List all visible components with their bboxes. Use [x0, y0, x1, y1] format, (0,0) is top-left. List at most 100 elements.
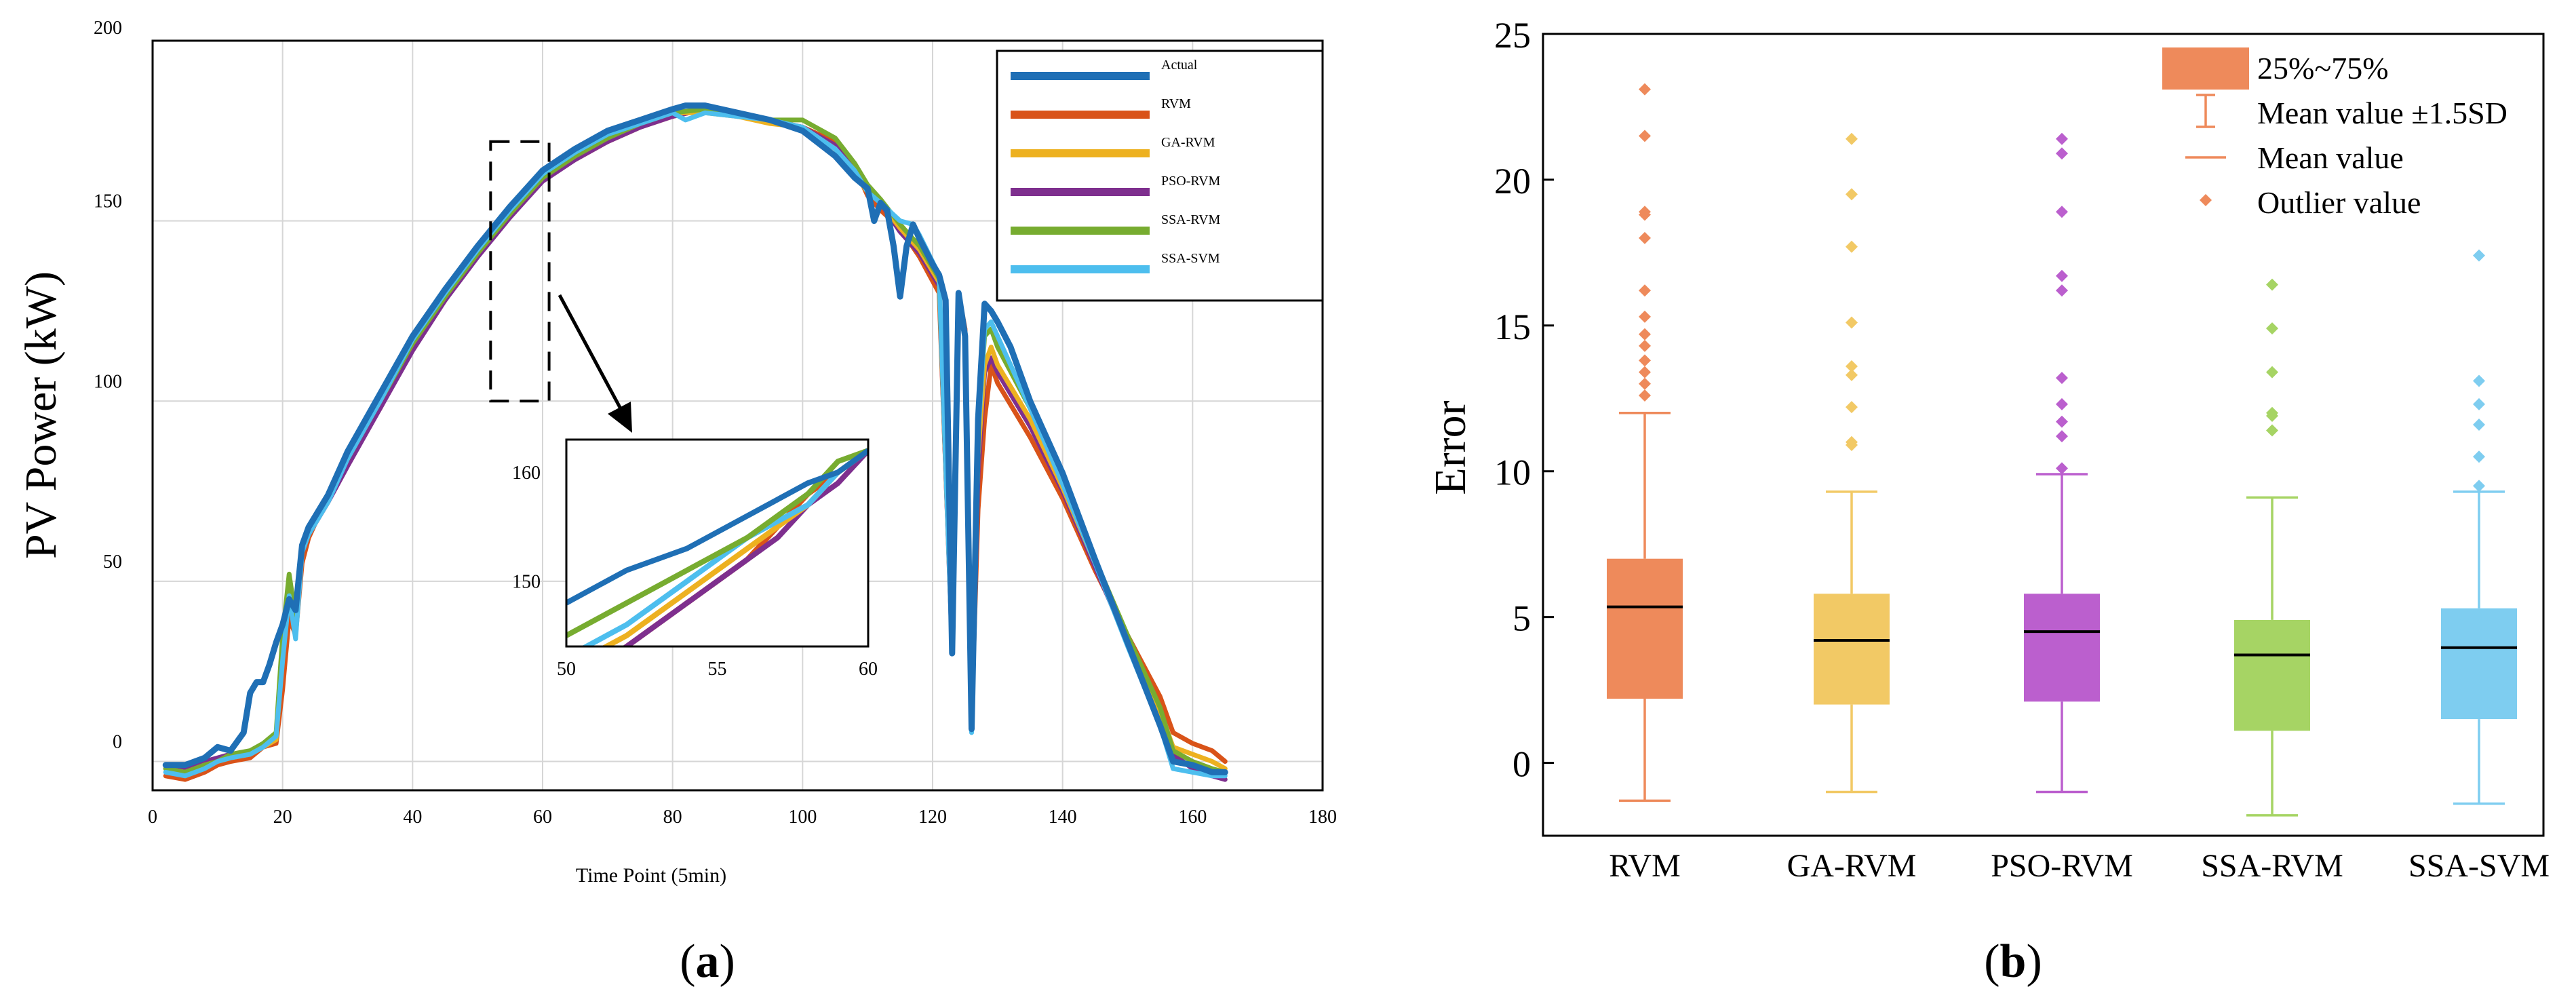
panel-b-outlier — [2266, 366, 2278, 379]
panel-b-outlier — [2056, 147, 2068, 160]
panel-b-outlier — [1639, 377, 1651, 390]
panel-a-x-tick-label: 80 — [663, 807, 682, 828]
panel-a-inset-x-tick-label: 60 — [859, 659, 878, 680]
panel-b-outlier — [2056, 398, 2068, 410]
panel-b-outlier — [2056, 462, 2068, 475]
panel-b-outlier — [2266, 278, 2278, 291]
panel-a-line-chart: 0 50 100 150 200 0 20 40 60 80 100 120 140 160 180 50… — [16, 18, 1337, 988]
panel-a-legend-label: Actual — [1161, 58, 1198, 73]
panel-b-y-ticks: 0 5 10 15 20 25 — [1494, 15, 1554, 785]
panel-b-box-ssa-svm — [2441, 249, 2517, 805]
panel-b-y-tick-label: 5 — [1513, 598, 1531, 639]
panel-b-outlier — [1639, 366, 1651, 379]
panel-b-outlier — [1639, 83, 1651, 96]
panel-a-series-lines — [162, 102, 1228, 782]
panel-a-legend-label: GA-RVM — [1161, 135, 1215, 150]
panel-a-inset-lines — [566, 448, 868, 646]
panel-b-box-ga-rvm — [1814, 132, 1890, 794]
panel-a-legend-label: RVM — [1161, 96, 1191, 111]
panel-b-outlier — [2056, 284, 2068, 297]
panel-a-x-tick-label: 100 — [788, 807, 817, 828]
panel-b-y-axis-label: Error — [1426, 400, 1475, 495]
panel-b-outlier — [1639, 389, 1651, 402]
panel-a-y-tick-label: 50 — [103, 552, 122, 573]
panel-a-x-tick-label: 140 — [1049, 807, 1077, 828]
panel-b-legend-box-swatch — [2162, 47, 2249, 90]
panel-b-outlier — [2473, 398, 2485, 410]
panel-b-legend-label: Outlier value — [2257, 185, 2421, 220]
panel-b-outlier — [2266, 322, 2278, 335]
panel-a-inset: 50 55 60 150 160 — [512, 438, 878, 680]
panel-b-outlier — [1846, 401, 1858, 414]
panel-b-iqr-box — [1607, 558, 1683, 699]
panel-b-outlier — [2056, 430, 2068, 443]
panel-b-iqr-box — [1814, 594, 1890, 705]
panel-a-inset-border — [565, 438, 870, 648]
panel-a-zoom-box — [489, 140, 551, 403]
panel-a-inset-line-actual — [566, 448, 868, 606]
panel-b-outlier — [2056, 415, 2068, 428]
panel-b-iqr-box — [2024, 594, 2100, 702]
panel-b-outlier — [1846, 132, 1858, 145]
panel-b-outlier — [2473, 418, 2485, 431]
panel-b-legend: 25%~75% Mean value ±1.5SD Mean value Outlie… — [2162, 47, 2507, 220]
panel-a-x-tick-label: 0 — [148, 807, 157, 828]
panel-a-inset-line-pso-rvm — [622, 448, 868, 646]
panel-b-outlier — [1639, 328, 1651, 341]
panel-a-zoom-arrowhead — [608, 402, 632, 433]
panel-a-inset-y-tick-label: 150 — [512, 572, 541, 593]
panel-a-caption: (a) — [680, 935, 735, 988]
panel-a-zoom-indicator — [489, 140, 632, 433]
panel-a-series-line-actual — [162, 102, 1228, 775]
panel-b-iqr-box — [2234, 619, 2310, 731]
panel-b-y-tick-label: 0 — [1513, 744, 1531, 785]
panel-b-outlier — [2473, 249, 2485, 262]
panel-a-x-tick-label: 120 — [918, 807, 947, 828]
panel-b-outlier — [2056, 206, 2068, 218]
panel-b-caption: (b) — [1984, 935, 2042, 988]
panel-a-zoom-arrow — [558, 294, 625, 414]
panel-b-outlier — [2056, 132, 2068, 145]
panel-b-outlier — [1639, 354, 1651, 367]
panel-b-outlier — [1846, 368, 1858, 381]
panel-b-frame — [1542, 33, 2545, 837]
panel-b-outlier — [1846, 188, 1858, 201]
panel-a-x-tick-label: 60 — [533, 807, 552, 828]
panel-b-outlier — [1846, 436, 1858, 448]
panel-a-legend-label: SSA-RVM — [1161, 212, 1221, 227]
panel-b-box-rvm — [1607, 83, 1683, 802]
panel-a-legend-box — [996, 50, 1324, 302]
panel-a-inset-x-tick-label: 50 — [557, 659, 576, 680]
panel-a-y-ticks: 0 50 100 150 200 — [94, 18, 122, 753]
panel-a-y-tick-label: 100 — [94, 371, 122, 392]
panel-b-y-tick-label: 10 — [1494, 452, 1531, 493]
panel-b-x-tick-labels: RVM GA-RVM PSO-RVM SSA-RVM SSA-SVM — [1609, 848, 2550, 884]
panel-b-boxes — [1607, 83, 2517, 817]
panel-b-outlier — [1846, 316, 1858, 329]
panel-a-x-tick-label: 20 — [273, 807, 292, 828]
panel-b-box-chart: 0 5 10 15 20 25 RVM GA-RVM PSO-RVM SSA-RVM SSA-SV… — [1426, 15, 2550, 988]
panel-a-y-axis-label: PV Power (kW) — [16, 271, 66, 559]
panel-b-outlier — [1639, 206, 1651, 218]
panel-b-box-ssa-rvm — [2234, 278, 2310, 817]
panel-b-outlier — [1639, 339, 1651, 352]
panel-b-legend-label: 25%~75% — [2257, 51, 2389, 85]
panel-b-x-tick-label: RVM — [1609, 848, 1681, 884]
panel-b-outlier — [2473, 450, 2485, 463]
panel-b-legend-label: Mean value ±1.5SD — [2257, 96, 2507, 130]
panel-b-outlier — [2266, 424, 2278, 437]
panel-b-outlier — [2266, 406, 2278, 419]
panel-a-legend-label: SSA-SVM — [1161, 251, 1220, 266]
panel-b-x-tick-label: PSO-RVM — [1991, 848, 2133, 884]
panel-a-x-axis-label: Time Point (5min) — [576, 864, 726, 887]
panel-b-outlier — [2056, 269, 2068, 282]
panel-b-x-tick-label: SSA-SVM — [2408, 848, 2550, 884]
panel-a-x-tick-label: 40 — [403, 807, 422, 828]
panel-b-outlier — [1639, 284, 1651, 297]
panel-a-y-tick-label: 200 — [94, 18, 122, 39]
panel-b-y-tick-label: 20 — [1494, 161, 1531, 201]
panel-a-x-tick-label: 160 — [1178, 807, 1207, 828]
panel-a-legend: Actual RVM GA-RVM PSO-RVM SSA-RVM SSA-SVM — [996, 50, 1324, 302]
panel-a-x-ticks: 0 20 40 60 80 100 120 140 160 180 — [148, 807, 1337, 828]
